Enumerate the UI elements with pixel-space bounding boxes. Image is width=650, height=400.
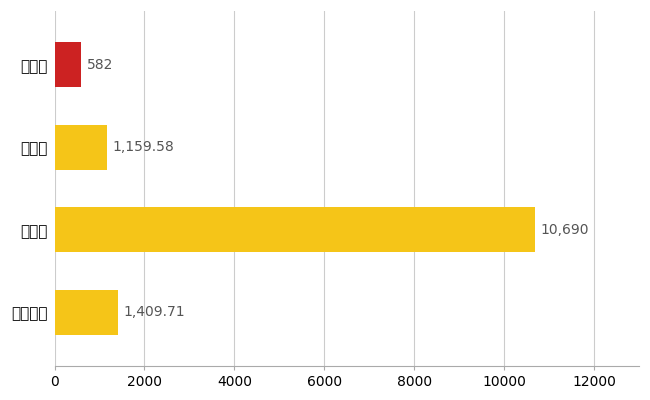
Bar — [55, 207, 535, 252]
Text: 1,159.58: 1,159.58 — [112, 140, 174, 154]
Text: 10,690: 10,690 — [541, 223, 590, 237]
Bar — [55, 124, 107, 170]
Text: 1,409.71: 1,409.71 — [124, 305, 185, 319]
Bar — [55, 290, 118, 335]
Bar — [55, 42, 81, 88]
Text: 582: 582 — [86, 58, 113, 72]
